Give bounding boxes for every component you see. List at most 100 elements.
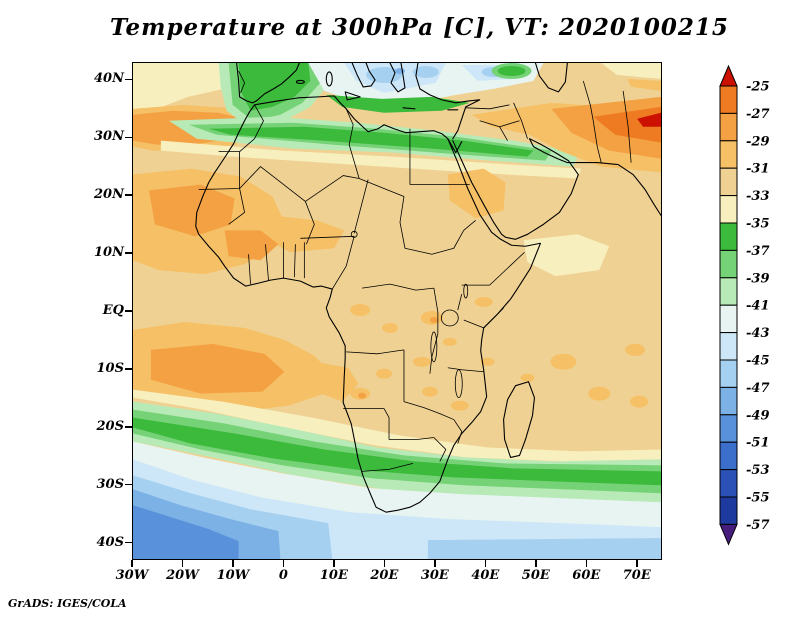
plot-title: Temperature at 300hPa [C], VT: 202010021… — [110, 14, 729, 41]
lake-victoria-outline — [440, 309, 459, 327]
lat-tickmark — [125, 310, 132, 312]
balearics-outline — [295, 79, 305, 84]
colorbar-label: -35 — [746, 217, 770, 232]
colorbar-label: -45 — [746, 354, 770, 369]
temp-region — [395, 67, 405, 74]
temp-region — [447, 168, 506, 219]
lake-chad-outline — [350, 230, 358, 238]
lat-tickmark — [125, 252, 132, 254]
colorbar-label: -31 — [746, 162, 770, 177]
temp-region — [421, 386, 438, 397]
temp-region — [630, 395, 649, 408]
lon-tick-label: 10W — [216, 568, 250, 583]
temp-region — [450, 400, 469, 411]
lat-tickmark — [125, 426, 132, 428]
temp-region — [412, 65, 439, 78]
temp-region — [376, 368, 393, 379]
colorbar-segment — [719, 112, 738, 142]
colorbar-label: -25 — [746, 80, 770, 95]
temp-region — [474, 297, 493, 308]
colorbar-segment — [719, 332, 738, 361]
temp-region — [520, 373, 535, 382]
colorbar-segment — [719, 277, 738, 306]
sicily-outline — [344, 91, 361, 101]
lat-tickmark — [125, 78, 132, 81]
colorbar-segment — [719, 140, 738, 169]
lon-tickmark — [636, 560, 638, 567]
lon-tick-label: 50E — [521, 568, 550, 583]
grads-attribution: GrADS: IGES/COLA — [8, 597, 127, 610]
colorbar-segment — [719, 441, 738, 471]
lon-tickmark — [484, 560, 487, 567]
colorbar-label: -37 — [746, 244, 770, 259]
lon-tick-label: 70E — [622, 568, 651, 583]
lon-tickmark — [535, 560, 537, 567]
lat-tickmark — [125, 136, 132, 139]
colorbar-segment — [719, 469, 738, 498]
temp-region — [480, 357, 495, 366]
lat-tick-label: 40S — [96, 534, 124, 550]
lon-tickmark — [282, 560, 285, 567]
temp-region — [427, 538, 661, 559]
temp-region — [382, 322, 398, 333]
temp-region — [588, 386, 611, 401]
lake-turkana-outline — [463, 283, 469, 299]
lat-tickmark — [125, 483, 132, 486]
lakes — [350, 230, 469, 399]
madagascar-outline — [503, 381, 536, 458]
colorbar-label: -33 — [746, 189, 770, 204]
africa-coastline — [195, 95, 542, 513]
lat-tickmark — [125, 194, 132, 196]
greece-coastline — [389, 63, 406, 93]
lon-tick-label: 60E — [572, 568, 601, 583]
colorbar-label: -53 — [746, 463, 770, 478]
lon-tick-label: 40E — [471, 568, 500, 583]
lon-tickmark — [333, 560, 335, 567]
colorbar-segment — [719, 304, 738, 334]
colorbar-top-triangle — [719, 64, 738, 87]
lat-tick-label: 20N — [94, 187, 124, 203]
italy-coastline — [351, 63, 376, 88]
temp-region — [550, 353, 577, 370]
temp-region — [601, 63, 661, 79]
lon-tick-label: 30W — [115, 568, 149, 583]
lat-tickmark — [125, 368, 132, 370]
lon-tickmark — [585, 560, 588, 567]
arabia-coastline — [452, 138, 661, 240]
temp-region — [412, 356, 431, 367]
temp-region — [238, 63, 311, 111]
colorbar-label: -49 — [746, 408, 770, 423]
temp-region — [150, 343, 285, 394]
colorbar-label: -39 — [746, 271, 770, 286]
lat-tick-label: 30S — [96, 476, 124, 492]
colorbar-label: -41 — [746, 299, 770, 314]
colorbar-segment — [719, 249, 738, 279]
aegean-coastline — [415, 63, 421, 90]
temp-region — [133, 417, 661, 486]
colorbar-segment — [719, 195, 738, 224]
colorbar-label: -47 — [746, 381, 770, 396]
lon-tick-label: 10E — [319, 568, 348, 583]
lat-tickmark — [125, 541, 132, 544]
colorbar-label: -51 — [746, 436, 770, 451]
map-plot-area — [132, 62, 662, 560]
temperature-map — [133, 63, 661, 559]
temp-region — [224, 230, 279, 261]
lat-tick-label: 10N — [94, 245, 124, 261]
country-borders — [198, 70, 632, 472]
lon-tickmark — [131, 560, 133, 567]
lon-tickmark — [181, 560, 184, 567]
colorbar-segment — [719, 85, 738, 114]
temp-region — [314, 361, 359, 402]
temp-region — [148, 184, 235, 237]
colorbar-label: -55 — [746, 491, 770, 506]
colorbar-segment — [719, 414, 738, 443]
crete-outline — [402, 107, 416, 110]
temp-region — [442, 337, 457, 346]
temp-region — [637, 112, 661, 127]
colorbar-label: -57 — [746, 518, 770, 533]
iberia-coastline — [236, 63, 300, 104]
temp-region — [497, 65, 526, 76]
temperature-field — [133, 63, 661, 559]
lat-tick-label: EQ — [102, 303, 124, 318]
